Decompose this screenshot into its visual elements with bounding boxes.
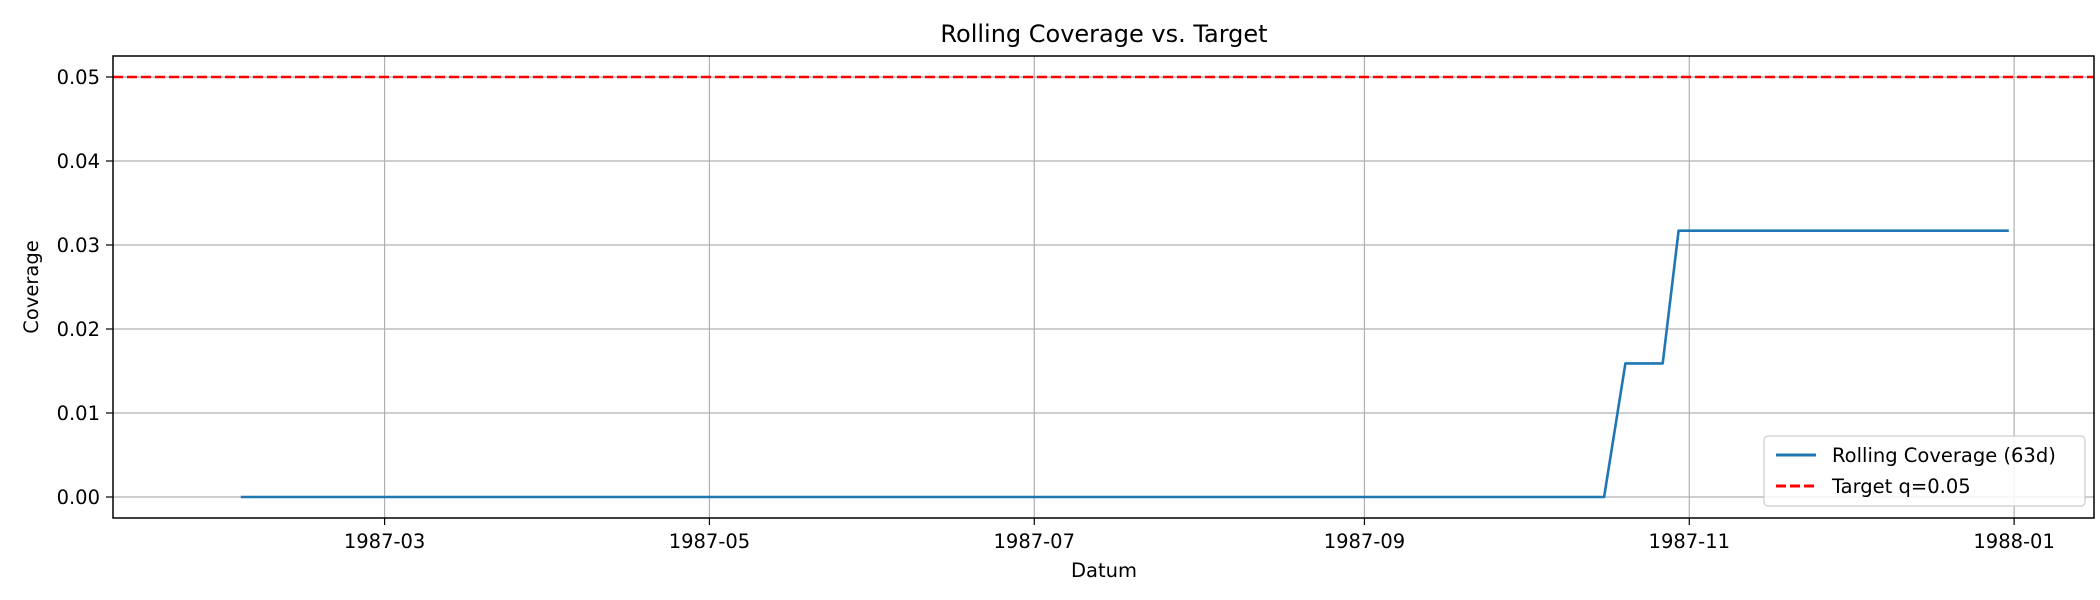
y-tick-label: 0.00: [57, 486, 100, 509]
y-tick-label: 0.04: [57, 150, 100, 173]
x-tick-label: 1987-11: [1649, 530, 1730, 553]
y-tick-label: 0.05: [57, 66, 100, 89]
x-axis-label: Datum: [1071, 559, 1137, 582]
y-tick-label: 0.02: [57, 318, 100, 341]
plot-area: [113, 75, 2094, 499]
x-tick-label: 1987-09: [1324, 530, 1405, 553]
legend: Rolling Coverage (63d) Target q=0.05: [1763, 435, 2086, 507]
chart-title: Rolling Coverage vs. Target: [940, 20, 1267, 48]
y-tick-label: 0.01: [57, 402, 100, 425]
x-tick-label: 1987-07: [994, 530, 1075, 553]
y-tick-label: 0.03: [57, 234, 100, 257]
y-axis-label: Coverage: [20, 240, 43, 333]
legend-label-rolling-coverage: Rolling Coverage (63d): [1832, 444, 2056, 467]
x-axis: 1987-03 1987-05 1987-07 1987-09 1987-11 1988-…: [344, 518, 2055, 553]
rolling-coverage-line: [240, 229, 2009, 499]
legend-label-target: Target q=0.05: [1831, 475, 1971, 498]
plot-frame: [112, 55, 2095, 519]
x-tick-label: 1987-03: [344, 530, 425, 553]
x-tick-label: 1987-05: [669, 530, 750, 553]
legend-box: [1763, 435, 2086, 507]
y-axis: 0.00 0.01 0.02 0.03 0.04 0.05: [57, 66, 113, 509]
x-tick-label: 1988-01: [1973, 530, 2054, 553]
